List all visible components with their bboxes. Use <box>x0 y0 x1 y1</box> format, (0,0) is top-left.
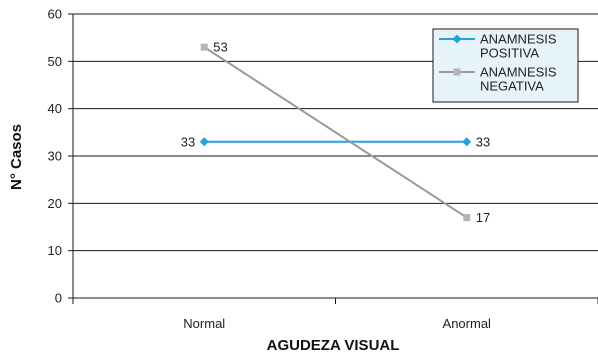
series-marker <box>462 137 472 147</box>
data-label: 17 <box>476 210 490 225</box>
series-marker <box>200 43 208 51</box>
series-marker <box>452 34 462 44</box>
data-label: 33 <box>476 134 490 149</box>
series-layer <box>199 43 472 222</box>
x-axis-ticks: Normal Anormal <box>72 298 598 331</box>
x-tick-label: Normal <box>183 316 225 331</box>
legend-label: ANAMNESIS <box>480 65 557 80</box>
x-tick-label: Anormal <box>443 316 492 331</box>
y-tick-label: 60 <box>48 7 62 22</box>
y-tick-label: 40 <box>48 101 62 116</box>
y-tick-label: 20 <box>48 196 62 211</box>
series-marker <box>199 137 209 147</box>
y-tick-label: 50 <box>48 54 62 69</box>
y-tick-label: 10 <box>48 243 62 258</box>
series-line <box>203 46 468 219</box>
legend-label: ANAMNESIS <box>480 32 557 47</box>
x-axis-title: AGUDEZA VISUAL <box>267 337 400 354</box>
legend-label: POSITIVA <box>480 46 539 61</box>
data-labels: 33 33 53 17 <box>181 40 490 225</box>
y-tick-label: 30 <box>48 149 62 164</box>
y-axis-ticks: 0 10 20 30 40 50 60 <box>48 7 73 306</box>
gridlines <box>72 13 598 299</box>
data-label: 33 <box>181 134 195 149</box>
y-axis-title: N° Casos <box>8 124 25 190</box>
y-tick-label: 0 <box>55 291 62 306</box>
series-marker <box>453 68 461 76</box>
series-marker <box>463 214 471 222</box>
legend-label: NEGATIVA <box>480 79 544 94</box>
data-label: 53 <box>213 40 227 55</box>
